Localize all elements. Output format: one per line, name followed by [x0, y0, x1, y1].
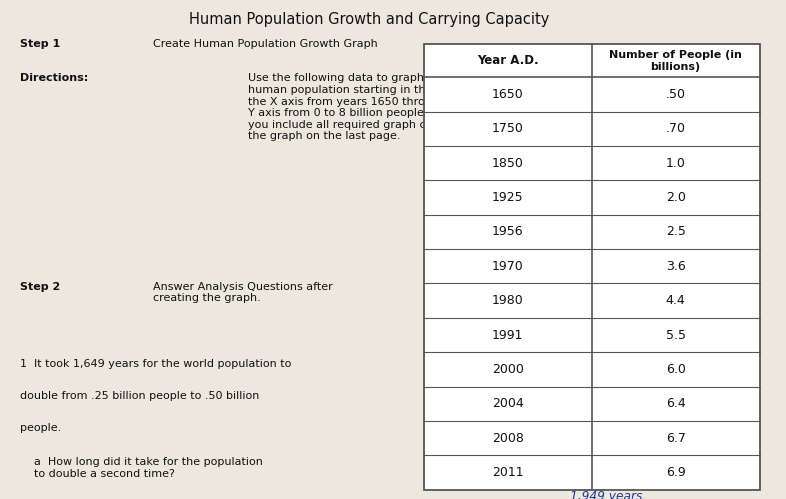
Text: 1956: 1956 [492, 226, 523, 239]
Text: 3.6: 3.6 [666, 260, 685, 273]
Text: Step 2: Step 2 [20, 282, 64, 292]
Text: .70: .70 [666, 122, 685, 135]
Text: Answer Analysis Questions after
creating the graph.: Answer Analysis Questions after creating… [152, 282, 332, 303]
Text: 2.5: 2.5 [666, 226, 685, 239]
Text: a  How long did it take for the population
    to double a second time?: a How long did it take for the populatio… [20, 457, 263, 479]
Text: .50: .50 [666, 88, 685, 101]
Text: 2008: 2008 [492, 432, 523, 445]
Text: Create Human Population Growth Graph: Create Human Population Growth Graph [152, 39, 377, 49]
Text: 1750: 1750 [492, 122, 523, 135]
Text: Use the following data to graph the
human population starting in the year 1650. : Use the following data to graph the huma… [248, 73, 529, 141]
Text: double from .25 billion people to .50 billion: double from .25 billion people to .50 bi… [20, 391, 259, 401]
Text: 6.0: 6.0 [666, 363, 685, 376]
Text: 2000: 2000 [492, 363, 523, 376]
Text: Directions:: Directions: [20, 73, 92, 83]
Text: Year A.D.: Year A.D. [477, 54, 538, 67]
Text: 4.4: 4.4 [666, 294, 685, 307]
Text: 1980: 1980 [492, 294, 523, 307]
Text: 1970: 1970 [492, 260, 523, 273]
Text: Number of People (in
billions): Number of People (in billions) [609, 49, 742, 72]
Text: Human Population Growth and Carrying Capacity: Human Population Growth and Carrying Cap… [189, 12, 549, 27]
Text: 1  It took 1,649 years for the world population to: 1 It took 1,649 years for the world popu… [20, 359, 292, 369]
Text: 1850: 1850 [492, 157, 523, 170]
Text: 1,949 years: 1,949 years [570, 490, 642, 499]
Text: 6.7: 6.7 [666, 432, 685, 445]
Text: 1991: 1991 [492, 328, 523, 341]
Text: Step 1: Step 1 [20, 39, 64, 49]
Text: 1650: 1650 [492, 88, 523, 101]
Text: 1925: 1925 [492, 191, 523, 204]
Text: 5.5: 5.5 [666, 328, 685, 341]
Text: 6.4: 6.4 [666, 397, 685, 410]
Text: people.: people. [20, 423, 61, 433]
Text: 2004: 2004 [492, 397, 523, 410]
Text: 6.9: 6.9 [666, 466, 685, 479]
Text: 1.0: 1.0 [666, 157, 685, 170]
Text: 2011: 2011 [492, 466, 523, 479]
Text: 2.0: 2.0 [666, 191, 685, 204]
